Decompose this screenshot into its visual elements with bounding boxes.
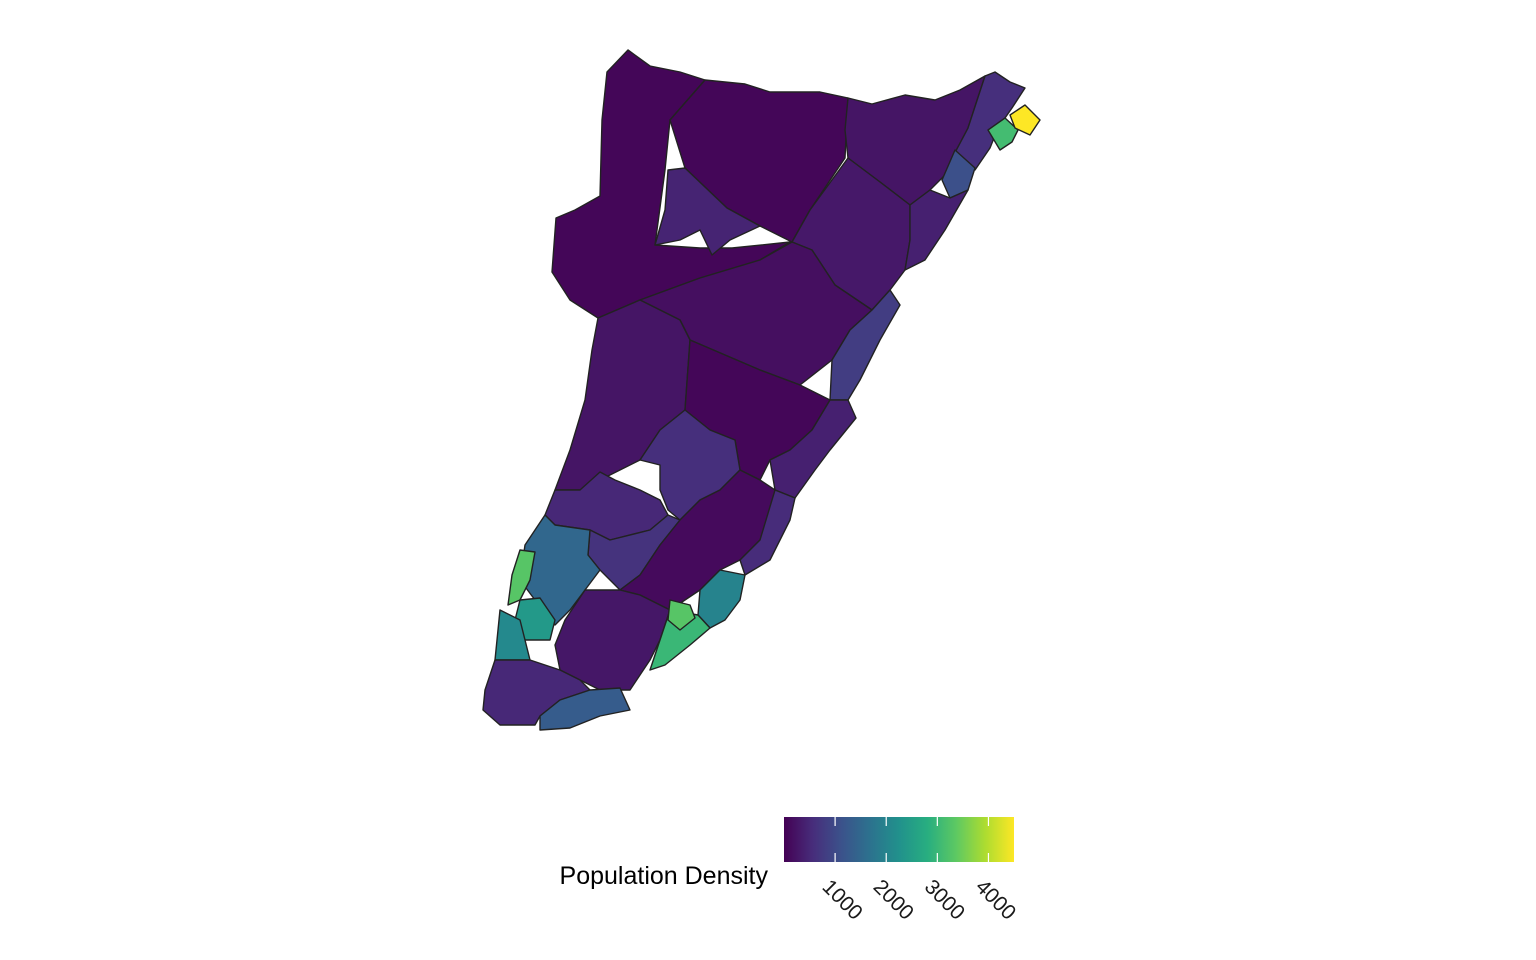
legend-tick-label: 4000	[971, 875, 1020, 924]
region-northeast-town	[987, 117, 1019, 151]
region-east-coast-strip	[904, 189, 969, 271]
legend-tick-label: 3000	[920, 875, 969, 924]
map-regions	[482, 49, 1041, 731]
region-south-coast-beach	[649, 609, 711, 671]
legend-title: Population Density	[560, 862, 769, 890]
legend: Population Density 1000 2000 3000 4000	[560, 817, 1020, 925]
region-mid-coast	[829, 289, 901, 401]
region-inland-enclave	[654, 167, 761, 256]
region-south-coast-beach-2	[667, 599, 696, 631]
region-southwest-beach	[507, 549, 536, 606]
region-south	[554, 589, 671, 691]
region-southern-shore	[539, 687, 631, 731]
legend-tick-label: 2000	[869, 875, 918, 924]
region-northeast-tip	[1009, 104, 1041, 136]
region-central-west	[554, 299, 691, 491]
legend-tick-label: 1000	[818, 875, 867, 924]
legend-colorbar	[784, 817, 1014, 862]
region-south-coast	[739, 489, 796, 576]
